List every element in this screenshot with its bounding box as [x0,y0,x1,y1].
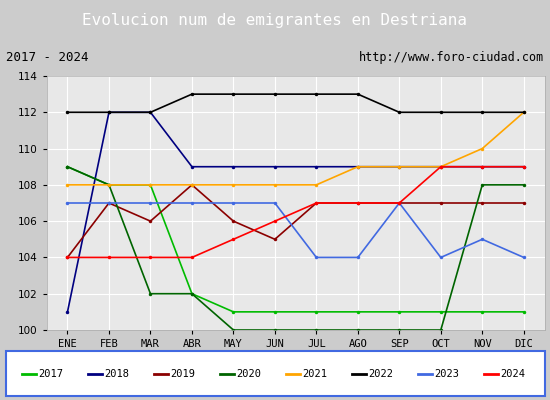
FancyBboxPatch shape [6,352,544,396]
Text: Evolucion num de emigrantes en Destriana: Evolucion num de emigrantes en Destriana [82,14,468,28]
Text: 2020: 2020 [236,369,261,378]
Text: http://www.foro-ciudad.com: http://www.foro-ciudad.com [359,51,544,64]
Text: 2017 - 2024: 2017 - 2024 [6,51,88,64]
Text: 2021: 2021 [302,369,327,378]
Text: 2019: 2019 [170,369,195,378]
Text: 2023: 2023 [434,369,459,378]
Text: 2022: 2022 [368,369,393,378]
Text: 2017: 2017 [39,369,63,378]
Text: 2018: 2018 [104,369,129,378]
Text: 2024: 2024 [500,369,525,378]
